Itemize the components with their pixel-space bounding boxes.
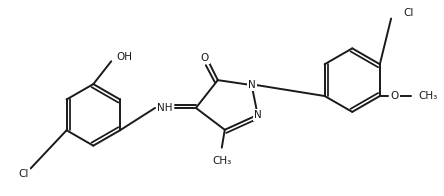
Text: N: N	[248, 80, 256, 90]
Text: CH₃: CH₃	[212, 156, 231, 166]
Text: OH: OH	[116, 52, 132, 62]
Text: NH: NH	[157, 103, 173, 113]
Text: CH₃: CH₃	[419, 91, 438, 101]
Text: N: N	[254, 110, 262, 120]
Text: Cl: Cl	[19, 170, 29, 180]
Text: O: O	[391, 91, 399, 101]
Text: O: O	[201, 53, 209, 63]
Text: Cl: Cl	[403, 8, 413, 18]
